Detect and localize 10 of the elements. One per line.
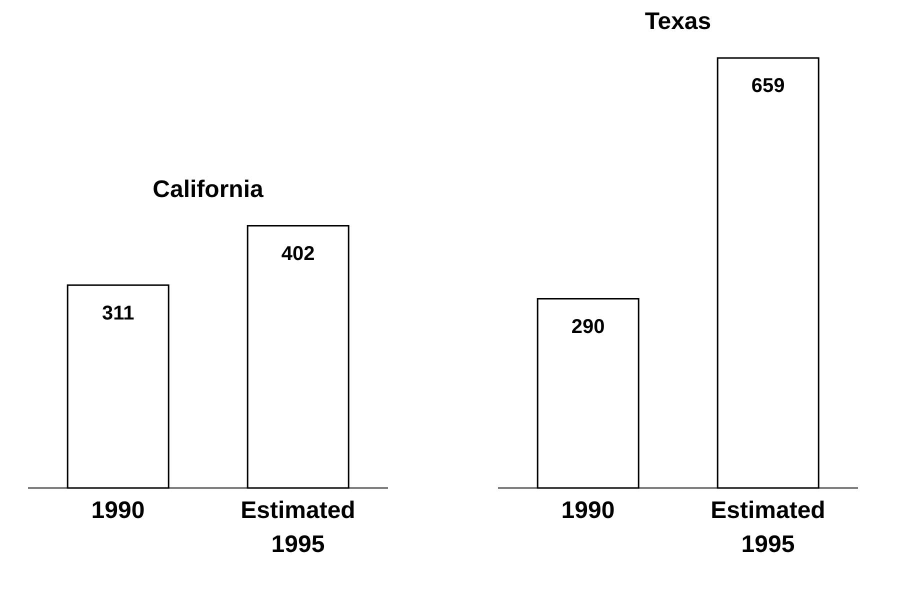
x-tick-label: Estimated 1995 <box>240 497 356 558</box>
chart-title: California <box>152 176 264 204</box>
data-label: 659 <box>751 75 785 98</box>
x-tick-label: 1990 <box>561 497 615 524</box>
chart-title: Texas <box>644 8 712 36</box>
x-tick-label: 1990 <box>91 497 145 524</box>
x-tick-label: Estimated 1995 <box>710 497 826 558</box>
data-label: 311 <box>102 302 134 324</box>
data-label: 402 <box>281 242 315 265</box>
data-label: 290 <box>571 316 605 338</box>
